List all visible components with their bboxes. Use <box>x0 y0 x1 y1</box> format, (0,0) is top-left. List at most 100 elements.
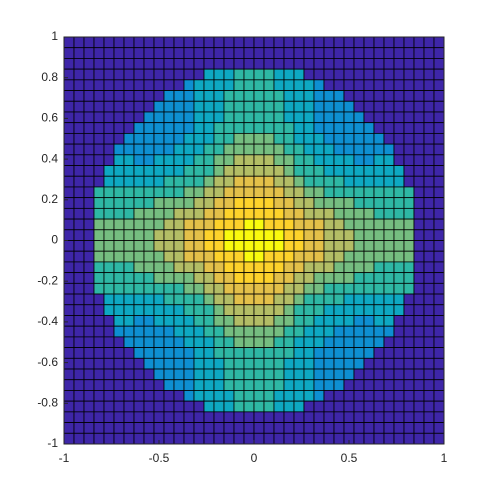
heatmap-cell <box>133 282 145 295</box>
heatmap-cell <box>413 293 425 306</box>
heatmap-cell <box>223 293 235 306</box>
heatmap-cell <box>73 282 85 295</box>
heatmap-cell <box>383 186 395 199</box>
heatmap-cell <box>213 47 225 59</box>
heatmap-cell <box>213 36 225 49</box>
heatmap-cell <box>73 218 85 231</box>
heatmap-cell <box>213 132 225 145</box>
heatmap-cell <box>143 261 155 274</box>
heatmap-cell <box>283 186 295 199</box>
heatmap-cell <box>113 422 125 434</box>
heatmap-cell <box>253 304 265 316</box>
heatmap-cell <box>163 90 175 102</box>
heatmap-cell <box>303 207 315 220</box>
heatmap-cell <box>283 368 295 381</box>
heatmap-cell <box>163 68 175 81</box>
heatmap-cell <box>393 122 405 134</box>
heatmap-cell <box>133 218 145 231</box>
heatmap-cell <box>93 68 105 81</box>
heatmap-cell <box>253 229 265 241</box>
heatmap-cell <box>243 432 255 445</box>
heatmap-cell <box>373 100 385 113</box>
heatmap-cell <box>263 207 275 220</box>
heatmap-cell <box>363 207 375 220</box>
heatmap-cell <box>263 36 275 49</box>
heatmap-cell <box>213 250 225 263</box>
heatmap-cell <box>213 68 225 81</box>
heatmap-cell <box>293 143 305 156</box>
heatmap-cell <box>133 175 145 188</box>
heatmap-cell <box>213 336 225 349</box>
heatmap-cell <box>183 122 195 134</box>
heatmap-cell <box>183 68 195 81</box>
heatmap-cell <box>103 207 115 220</box>
heatmap-cell <box>263 400 275 413</box>
heatmap-cell <box>203 175 215 188</box>
heatmap-cell <box>283 250 295 263</box>
heatmap-cell <box>383 336 395 349</box>
heatmap-cell <box>353 36 365 49</box>
heatmap-cell <box>373 250 385 263</box>
heatmap-cell <box>363 218 375 231</box>
heatmap-cell <box>203 282 215 295</box>
heatmap-cell <box>143 304 155 316</box>
heatmap-cell <box>413 90 425 102</box>
heatmap-cell <box>343 282 355 295</box>
heatmap-cell <box>103 293 115 306</box>
heatmap-cell <box>363 165 375 177</box>
heatmap-cell <box>183 336 195 349</box>
heatmap-cell <box>423 390 435 402</box>
heatmap-cell <box>383 357 395 370</box>
heatmap-cell <box>73 79 85 91</box>
heatmap-cell <box>113 325 125 338</box>
heatmap-cell <box>343 197 355 209</box>
heatmap-cell <box>73 100 85 113</box>
heatmap-cell <box>383 368 395 381</box>
heatmap-cell <box>373 357 385 370</box>
heatmap-cell <box>343 218 355 231</box>
heatmap-cell <box>283 122 295 134</box>
heatmap-cell <box>143 100 155 113</box>
heatmap-cell <box>373 154 385 166</box>
heatmap-cell <box>253 207 265 220</box>
heatmap-cell <box>283 347 295 359</box>
heatmap-cell <box>273 218 285 231</box>
heatmap-cell <box>163 400 175 413</box>
heatmap-cell <box>73 315 85 327</box>
heatmap-cell <box>233 143 245 156</box>
heatmap-cell <box>103 315 115 327</box>
heatmap-cell <box>93 197 105 209</box>
heatmap-cell <box>223 357 235 370</box>
heatmap-cell <box>103 336 115 349</box>
heatmap-cell <box>143 368 155 381</box>
heatmap-cell <box>433 325 445 338</box>
heatmap-cell <box>223 432 235 445</box>
heatmap-cell <box>243 400 255 413</box>
heatmap-cell <box>133 250 145 263</box>
heatmap-cell <box>373 218 385 231</box>
heatmap-cell <box>423 143 435 156</box>
heatmap-cell <box>213 304 225 316</box>
heatmap-cell <box>403 186 415 199</box>
heatmap-cell <box>303 357 315 370</box>
heatmap-cell <box>83 304 95 316</box>
heatmap-cell <box>433 357 445 370</box>
heatmap-cell <box>313 282 325 295</box>
heatmap-cell <box>413 79 425 91</box>
heatmap-cell <box>73 207 85 220</box>
x-tick-label: 0 <box>251 451 258 465</box>
heatmap-cell <box>163 47 175 59</box>
heatmap-cell <box>63 282 75 295</box>
heatmap-cell <box>323 357 335 370</box>
heatmap-cell <box>313 432 325 445</box>
heatmap-cell <box>73 36 85 49</box>
heatmap-cell <box>73 132 85 145</box>
heatmap-cell <box>333 132 345 145</box>
heatmap-cell <box>303 368 315 381</box>
heatmap-cell <box>253 240 265 252</box>
heatmap-cell <box>303 122 315 134</box>
heatmap-cell <box>343 165 355 177</box>
heatmap-cell <box>333 422 345 434</box>
heatmap-cell <box>133 79 145 91</box>
heatmap-cell <box>83 122 95 134</box>
